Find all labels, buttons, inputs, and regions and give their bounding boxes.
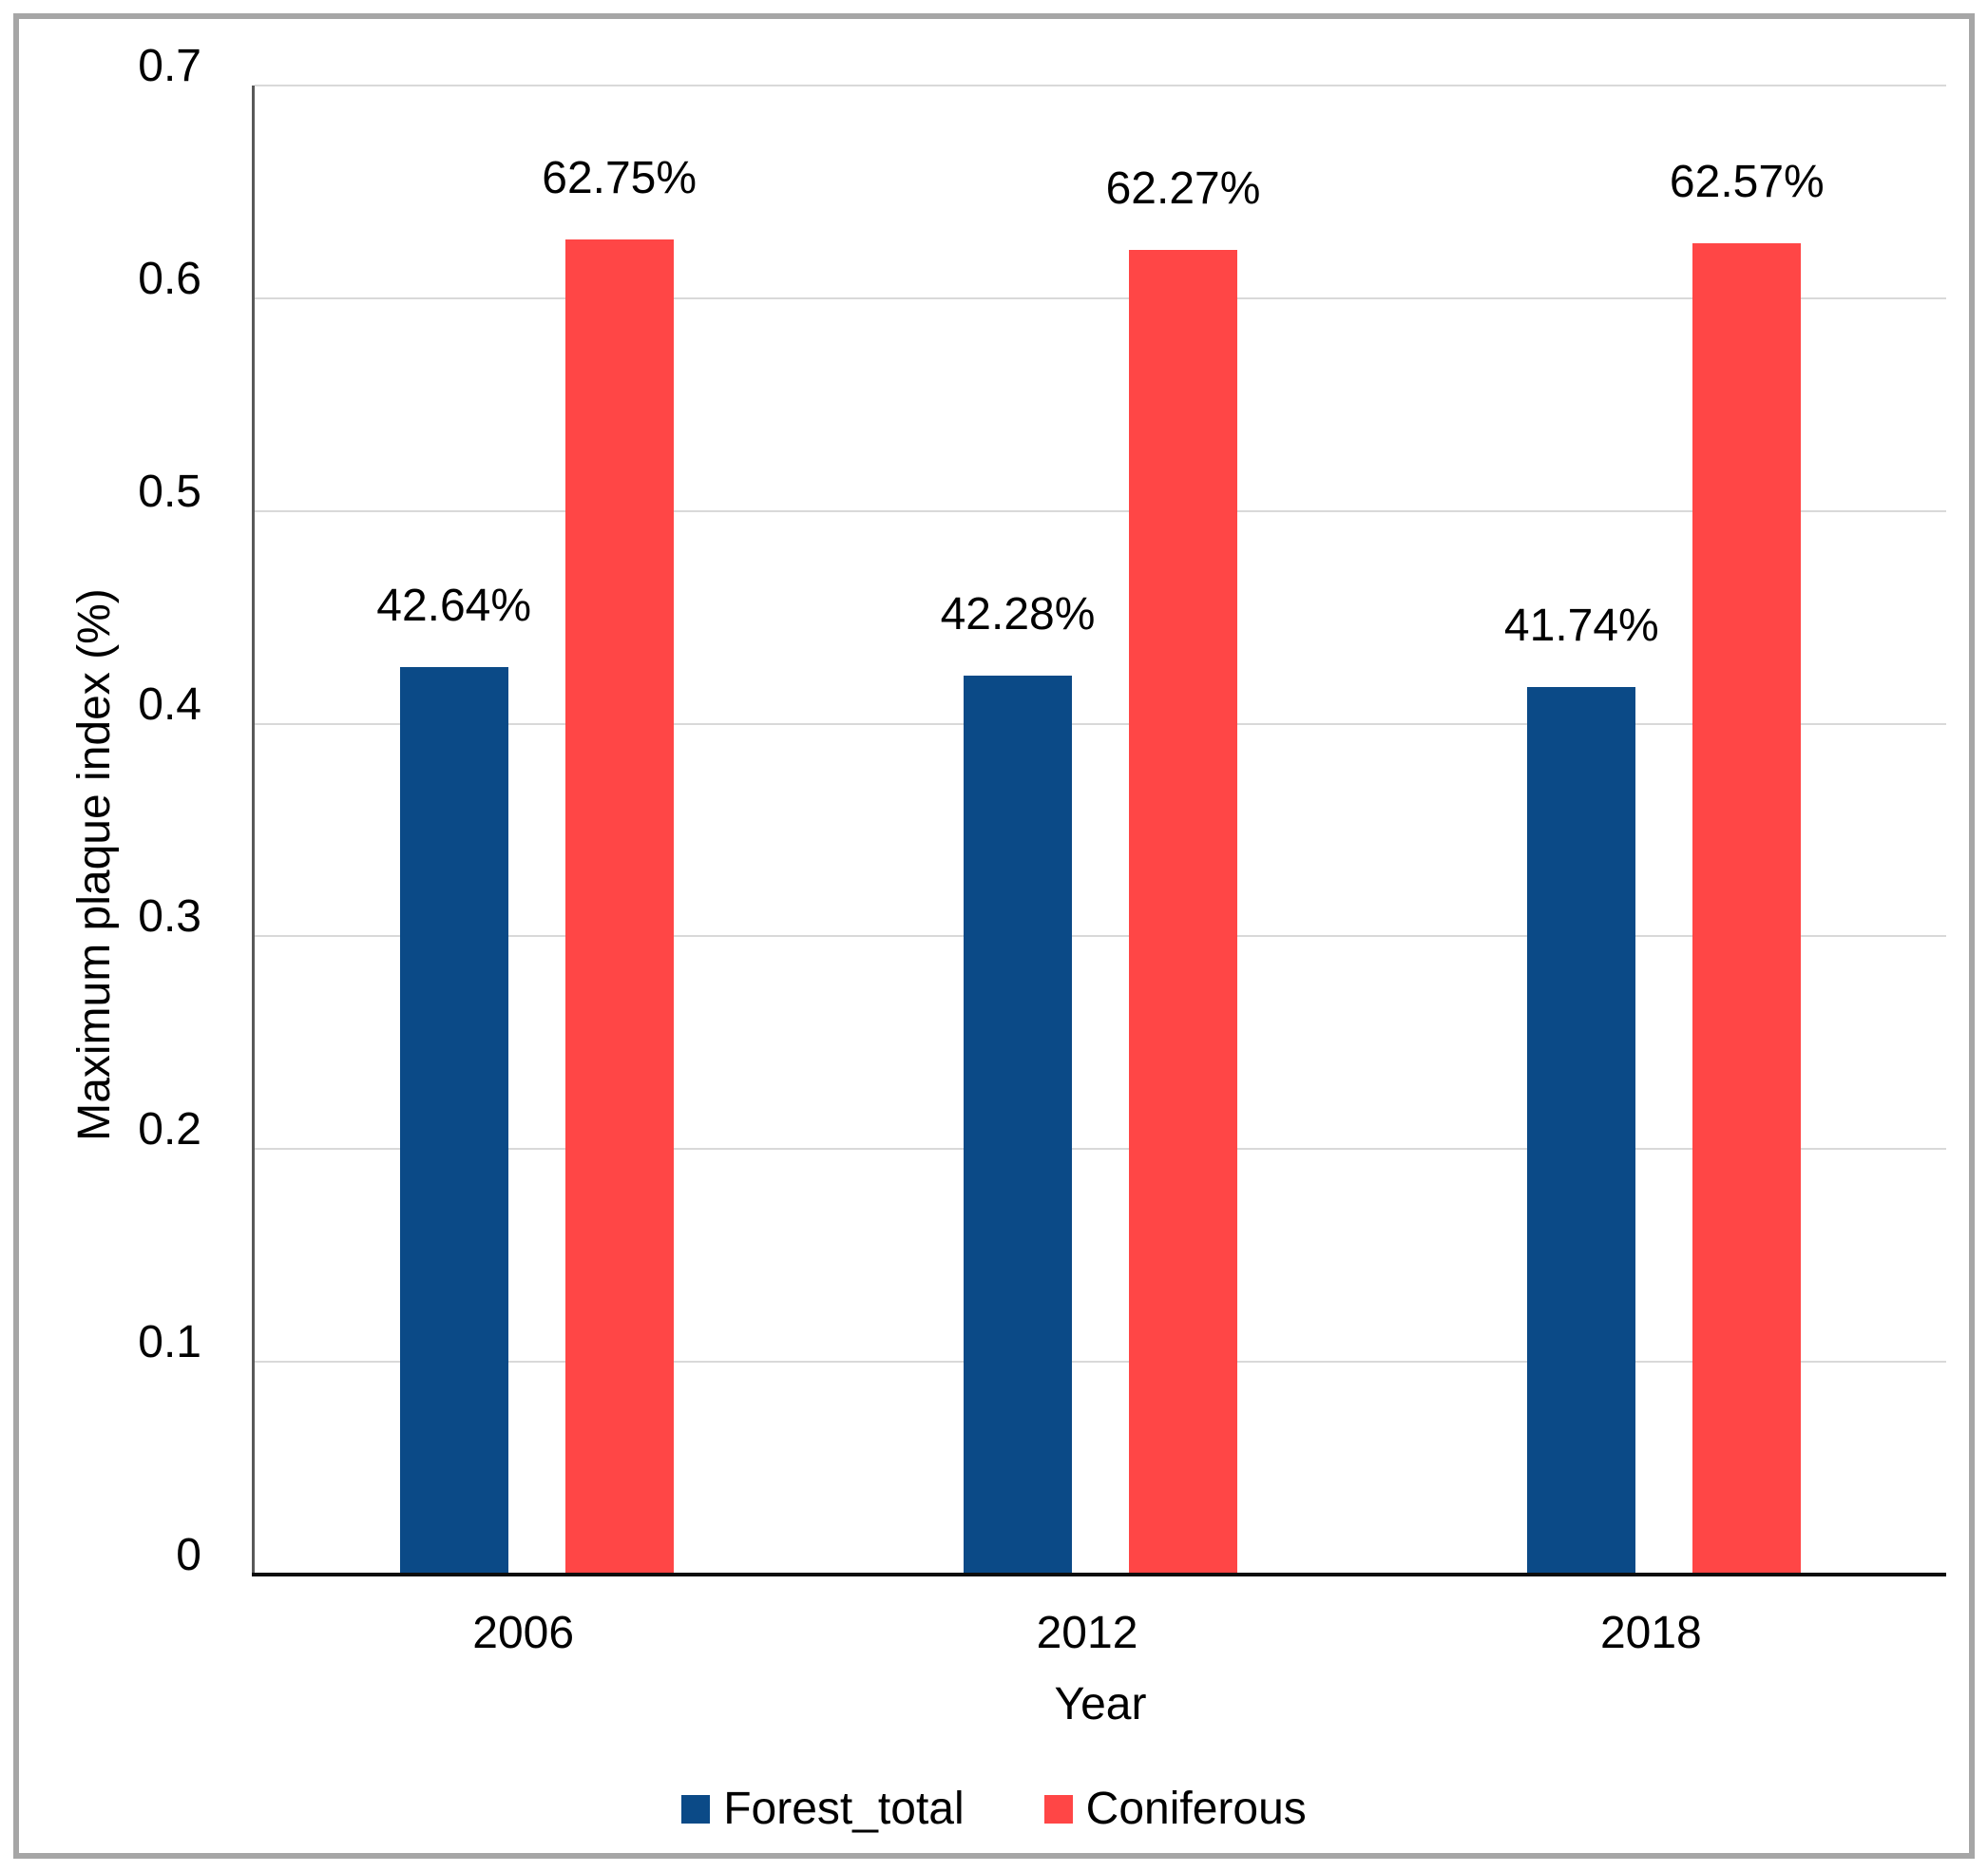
legend-label: Coniferous [1085,1784,1307,1834]
x-axis-line [252,1573,1946,1576]
bar-value-label: 62.27% [1105,163,1261,215]
legend-swatch-icon [1043,1795,1073,1824]
bar-value-label: 42.28% [940,588,1096,640]
y-tick-label: 0.7 [138,41,201,91]
gridline [255,1148,1946,1151]
y-tick-label: 0.3 [138,891,201,943]
y-tick-label: 0.5 [138,466,201,517]
y-axis-line [252,86,255,1575]
legend-item-forest_total: Forest_total [681,1784,965,1834]
bar-value-label: 42.64% [376,581,532,632]
bar-value-label: 41.74% [1503,600,1659,651]
y-tick-label: 0.6 [138,253,201,304]
legend-label: Forest_total [723,1784,965,1834]
x-tick-label: 2006 [472,1608,575,1658]
legend: Forest_total Coniferous [38,1785,1950,1834]
gridline [255,722,1946,725]
y-tick-label: 0.4 [138,678,201,730]
gridline [255,296,1946,299]
bar-coniferous [1692,243,1802,1575]
bar-value-label: 62.57% [1669,157,1825,208]
bar-forest_total [964,675,1072,1575]
bar-coniferous [564,239,674,1575]
x-tick-label: 2012 [1036,1608,1138,1658]
bar-value-label: 62.75% [542,153,698,204]
legend-swatch-icon [681,1795,711,1824]
gridline [255,935,1946,938]
y-tick-label: 0.2 [138,1104,201,1156]
x-axis-title: Year [1054,1679,1147,1729]
bar-coniferous [1129,250,1237,1575]
plot-area: 42.64% 62.75% 42.28% 62.27% 41.74% 62.57% [252,85,1946,1576]
y-tick-label: 0.1 [138,1317,201,1368]
x-tick-label: 2018 [1599,1608,1702,1658]
gridline [255,509,1946,512]
legend-item-coniferous: Coniferous [1043,1784,1307,1834]
bar-forest_total [1527,686,1636,1575]
y-axis-title: Maximum plaque index (%) [69,588,120,1141]
gridline [255,85,1946,86]
gridline [255,1361,1946,1364]
chart-frame: Maximum plaque index (%) Year 42.64% 62.7… [13,13,1975,1859]
y-tick-label: 0 [176,1530,201,1580]
bar-forest_total [399,667,508,1575]
